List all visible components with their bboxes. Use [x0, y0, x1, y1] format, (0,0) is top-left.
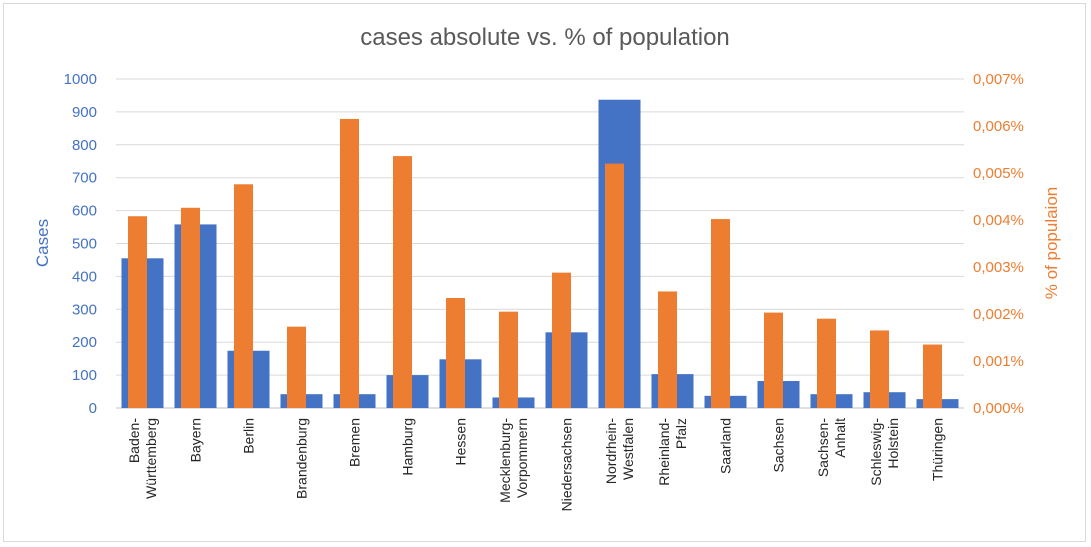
category-label: Pfalz — [673, 418, 689, 449]
bar-percent — [870, 330, 889, 408]
left-tick-label: 800 — [72, 137, 97, 154]
bar-percent — [393, 156, 412, 408]
left-tick-label: 400 — [72, 268, 97, 285]
left-axis-ticks: 0 100 200 300 400 500 600 700 800 900 1000 — [64, 71, 97, 417]
category-label: Hamburg — [400, 418, 416, 476]
category-label: Anhalt — [832, 418, 848, 458]
category-label: Saarland — [718, 418, 734, 474]
category-label: Berlin — [241, 418, 257, 454]
bar-percent — [499, 311, 518, 408]
category-label: Sachsen- — [815, 418, 831, 477]
category-label: Hessen — [453, 418, 469, 465]
right-tick-label: 0,003% — [973, 259, 1024, 276]
category-label: Bayern — [188, 418, 204, 462]
category-label: Bremen — [347, 418, 363, 467]
left-tick-label: 900 — [72, 104, 97, 121]
right-tick-label: 0,007% — [973, 71, 1024, 88]
bar-percent — [128, 216, 147, 408]
left-tick-label: 600 — [72, 203, 97, 220]
category-label: Württemberg — [143, 418, 159, 499]
left-tick-label: 500 — [72, 236, 97, 253]
left-tick-label: 300 — [72, 301, 97, 318]
bar-percent — [340, 118, 359, 408]
left-tick-label: 200 — [72, 334, 97, 351]
right-tick-label: 0,001% — [973, 353, 1024, 370]
category-label: Vorpommern — [514, 418, 530, 498]
bar-percent — [552, 272, 571, 408]
category-label: Nordrhein- — [603, 418, 619, 484]
right-tick-label: 0,006% — [973, 118, 1024, 135]
category-label: Thüringen — [930, 418, 946, 481]
left-tick-label: 1000 — [64, 71, 97, 88]
bar-percent — [181, 207, 200, 408]
right-axis-title: % of populaion — [1042, 187, 1061, 299]
category-labels: Baden- Württemberg Bayern Berlin Brandenburg… — [126, 418, 946, 512]
bar-percent — [446, 298, 465, 408]
bar-percent — [711, 219, 730, 408]
category-label: Brandenburg — [294, 418, 310, 499]
category-label: Sachsen — [771, 418, 787, 472]
right-tick-label: 0,002% — [973, 306, 1024, 323]
category-label: Holstein — [885, 418, 901, 469]
category-label: Westfalen — [620, 418, 636, 480]
category-label: Mecklenburg- — [497, 418, 513, 503]
right-tick-label: 0,004% — [973, 212, 1024, 229]
category-label: Rheinland- — [656, 418, 672, 486]
bar-percent — [287, 326, 306, 408]
bar-percent — [923, 344, 942, 408]
left-tick-label: 100 — [72, 367, 97, 384]
bar-percent — [817, 318, 836, 408]
bar-percent — [605, 163, 624, 408]
left-axis-title: Cases — [33, 219, 52, 267]
category-label: Schleswig- — [868, 418, 884, 486]
category-label: Baden- — [126, 418, 142, 463]
bar-percent — [658, 291, 677, 408]
right-tick-label: 0,000% — [973, 400, 1024, 417]
left-tick-label: 0 — [89, 400, 97, 417]
right-axis-ticks: 0,000% 0,001% 0,002% 0,003% 0,004% 0,005% 0,00… — [973, 71, 1024, 417]
chart-title: cases absolute vs. % of population — [360, 24, 730, 51]
bar-percent — [234, 184, 253, 408]
right-tick-label: 0,005% — [973, 165, 1024, 182]
bars — [121, 99, 959, 409]
left-tick-label: 700 — [72, 170, 97, 187]
bar-percent — [764, 312, 783, 408]
category-label: Niedersachsen — [559, 418, 575, 511]
